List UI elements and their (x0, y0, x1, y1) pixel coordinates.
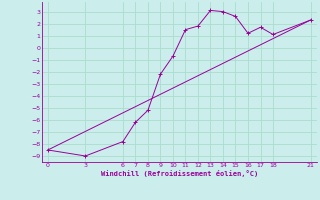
X-axis label: Windchill (Refroidissement éolien,°C): Windchill (Refroidissement éolien,°C) (100, 170, 258, 177)
